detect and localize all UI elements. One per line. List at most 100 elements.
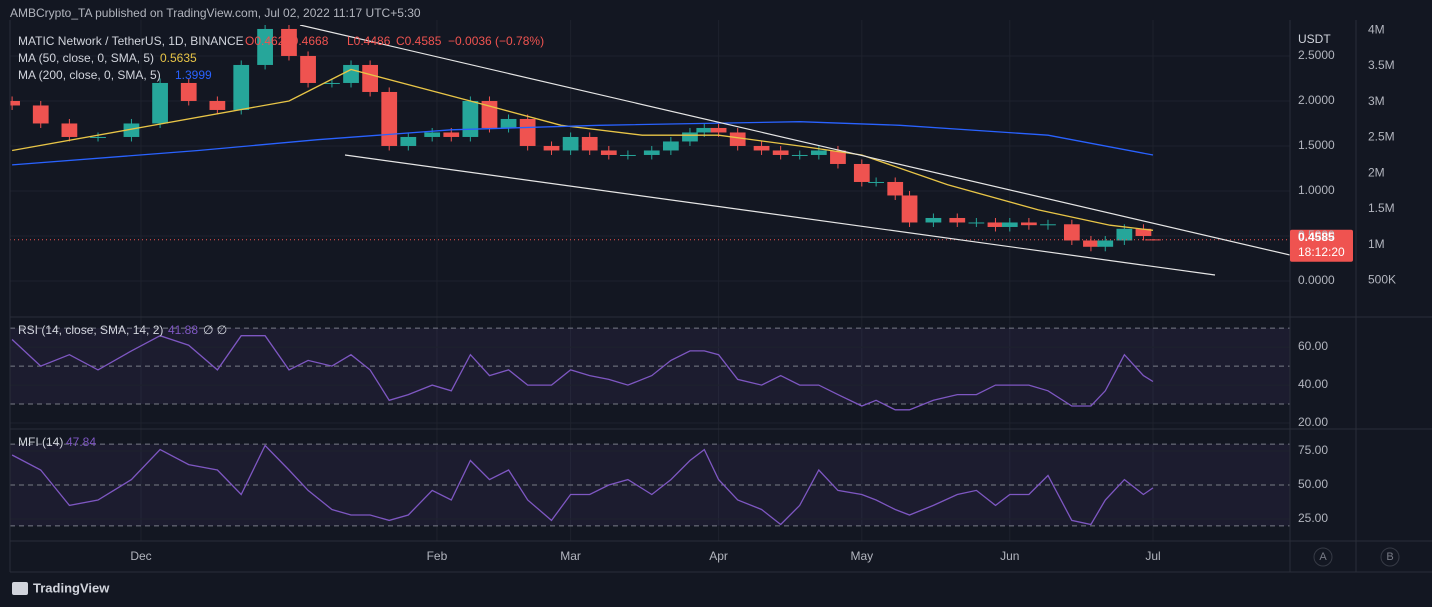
y2-tick-label: 1M	[1368, 237, 1385, 251]
y-tick-label: 0.0000	[1298, 273, 1335, 287]
published-note: AMBCrypto_TA published on TradingView.co…	[10, 6, 421, 20]
candle-body	[696, 127, 713, 133]
candle-body	[729, 132, 746, 146]
candle-body	[61, 123, 78, 137]
y2-tick-label: 4M	[1368, 23, 1385, 37]
candle-body	[791, 154, 808, 156]
candle-body	[180, 82, 197, 101]
x-tick-label: Jun	[1000, 549, 1019, 563]
y2-tick-label: 1.5M	[1368, 201, 1395, 215]
candle-body	[300, 55, 316, 83]
candle-body	[500, 118, 517, 128]
rsi-pane	[10, 327, 1290, 411]
candle-body	[620, 154, 636, 156]
candle-body	[1135, 228, 1152, 236]
ohlc-low: L0.4486	[347, 34, 391, 48]
candle-body	[581, 136, 598, 151]
main-pane	[10, 25, 1290, 252]
axes-layer	[9, 20, 1432, 573]
candle-body	[753, 145, 770, 151]
candle-body	[1040, 224, 1056, 226]
candle-body	[562, 136, 579, 151]
ma200-legend: MA (200, close, 0, SMA, 5)	[18, 68, 161, 82]
candle-body	[1063, 224, 1080, 241]
brand-logo	[12, 582, 28, 595]
y2-tick-label: 2.5M	[1368, 130, 1395, 144]
indicator-line	[11, 444, 1154, 526]
y-tick-label: 0.5000	[1298, 228, 1335, 242]
candle-body	[233, 64, 250, 110]
candle-body	[682, 132, 698, 142]
candle-body	[519, 118, 536, 146]
candle-body	[830, 150, 846, 164]
candle-body	[1021, 222, 1037, 226]
upper-trend-line	[299, 25, 1290, 256]
currency: USDT	[1298, 32, 1331, 46]
candle-body	[643, 150, 660, 155]
candle-body	[1083, 240, 1099, 247]
candle-body	[257, 28, 273, 65]
candle-body	[32, 105, 49, 124]
candle-body	[324, 82, 340, 84]
countdown-label: 18:12:20	[1298, 245, 1345, 259]
x-tick-label: Dec	[130, 549, 151, 563]
candle-body	[343, 64, 359, 83]
mfi-value: 47.84	[66, 435, 96, 449]
y-tick-label: 60.00	[1298, 339, 1328, 353]
candle-body	[1001, 222, 1018, 227]
x-tick-label: Mar	[560, 549, 581, 563]
candle-body	[968, 222, 985, 224]
candle-body	[1097, 240, 1114, 247]
y-tick-label: 25.00	[1298, 511, 1328, 525]
y-tick-label: 75.00	[1298, 443, 1328, 457]
mfi-pane	[10, 443, 1290, 527]
candle-body	[772, 150, 789, 155]
y2-tick-label: 3.5M	[1368, 58, 1395, 72]
moving-average	[12, 121, 1154, 166]
y-tick-label: 2.0000	[1298, 93, 1335, 107]
ma50-value: 0.5635	[160, 51, 197, 65]
symbol-title: MATIC Network / TetherUS, 1D, BINANCE	[18, 34, 244, 48]
y-tick-label: 40.00	[1298, 377, 1328, 391]
candle-body	[925, 217, 942, 223]
candle-body	[90, 136, 106, 138]
candle-body	[123, 123, 140, 137]
rsi-extra: ∅ ∅	[203, 323, 227, 337]
candle-body	[662, 141, 679, 151]
candle-body	[987, 222, 1004, 227]
ma200-value: 1.3999	[175, 68, 212, 82]
mfi-legend: MFI (14)	[18, 435, 63, 449]
candle-body	[710, 127, 727, 133]
change: −0.0036 (−0.78%)	[448, 34, 544, 48]
y-tick-label: 2.5000	[1298, 48, 1335, 62]
candle-body	[600, 150, 617, 155]
y-tick-label: 1.5000	[1298, 138, 1335, 152]
ohlc-high: H0.4668	[283, 34, 329, 48]
button-a-label[interactable]: A	[1319, 551, 1327, 563]
brand: TradingView	[33, 580, 110, 595]
candle-body	[1145, 239, 1161, 241]
candle-body	[868, 181, 885, 183]
candle-body	[901, 195, 918, 223]
candle-body	[887, 181, 904, 196]
candle-body	[209, 100, 226, 110]
y-tick-label: 50.00	[1298, 477, 1328, 491]
candle-body	[152, 82, 168, 124]
button-b[interactable]	[1380, 547, 1400, 567]
ma50-legend: MA (50, close, 0, SMA, 5)	[18, 51, 154, 65]
lower-trend-line	[344, 154, 1216, 276]
ohlc-open: O0.4621	[245, 34, 291, 48]
last-price-label: 0.4585	[1298, 230, 1335, 244]
last-price-badge	[1290, 229, 1353, 262]
y2-tick-label: 3M	[1368, 94, 1385, 108]
candle-body	[424, 132, 441, 137]
button-a[interactable]	[1313, 547, 1333, 567]
moving-average	[11, 68, 1154, 231]
x-tick-label: Apr	[709, 549, 728, 563]
y2-tick-label: 500K	[1368, 272, 1396, 286]
candle-body	[949, 217, 966, 223]
y-tick-label: 1.0000	[1298, 183, 1335, 197]
button-b-label[interactable]: B	[1386, 551, 1393, 563]
